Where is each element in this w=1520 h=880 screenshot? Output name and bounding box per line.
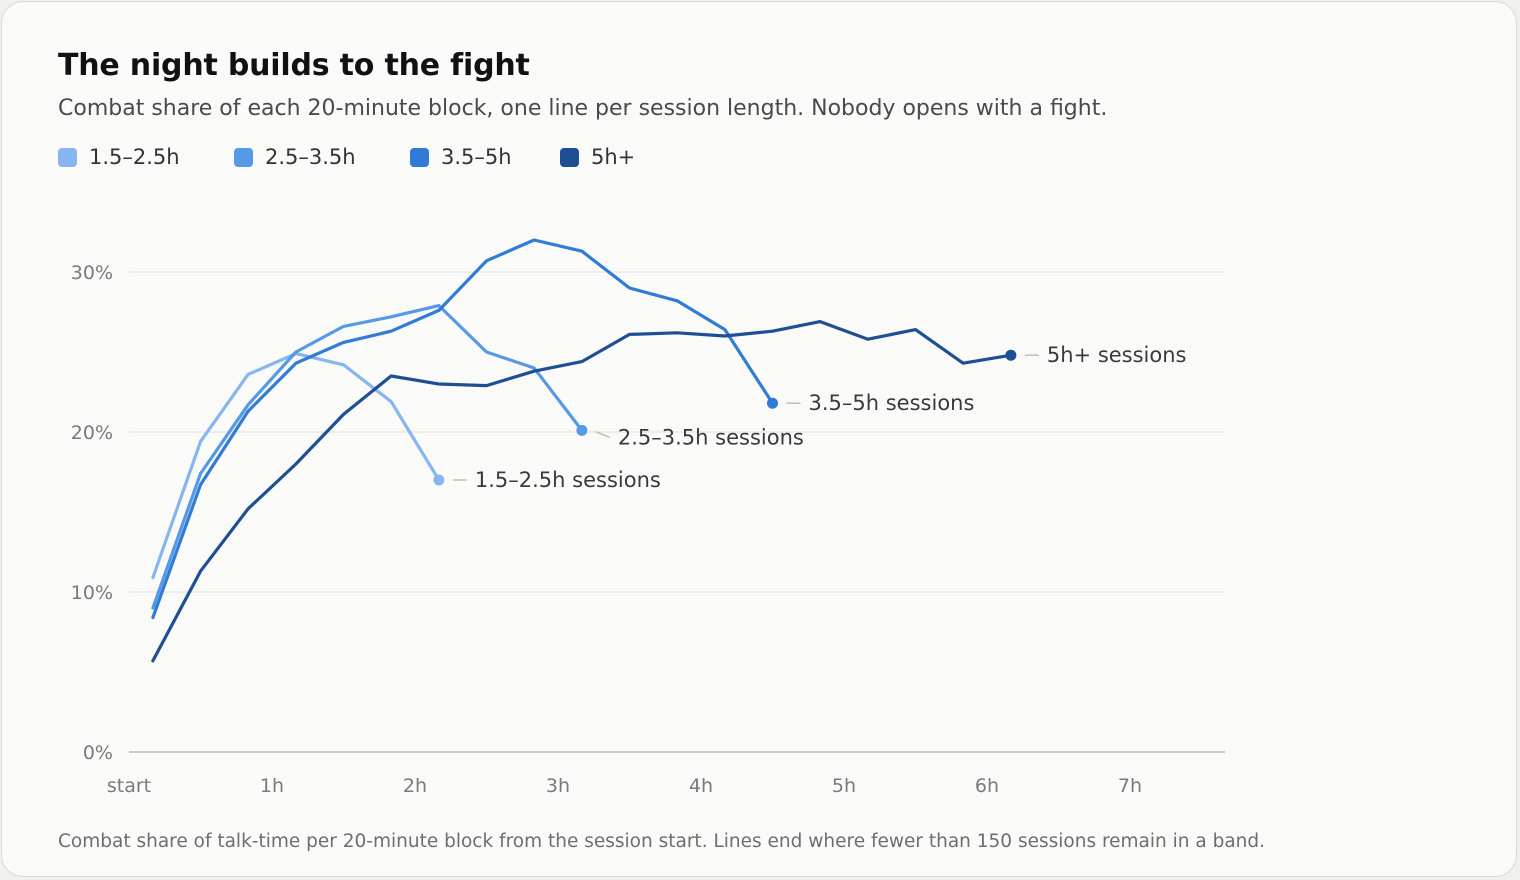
series-end-label: 1.5–2.5h sessions xyxy=(475,468,661,492)
x-tick-label: start xyxy=(107,775,151,797)
legend-swatch xyxy=(58,147,77,167)
legend-swatch xyxy=(560,147,579,167)
y-tick-label: 30% xyxy=(71,262,113,284)
x-tick-label: 2h xyxy=(403,775,427,797)
series-line xyxy=(151,304,584,610)
chart-footnote: Combat share of talk-time per 20-minute … xyxy=(58,831,1266,852)
y-tick-label: 0% xyxy=(83,742,113,764)
x-tick-label: 5h xyxy=(832,775,856,797)
series-end-point xyxy=(767,397,778,409)
legend-label: 2.5–3.5h xyxy=(265,145,356,169)
legend-item-2-5-3-5h: 2.5–3.5h xyxy=(234,145,410,169)
x-tick-label: 1h xyxy=(260,775,284,797)
x-tick-label: 6h xyxy=(975,775,999,797)
series-end-label: 3.5–5h sessions xyxy=(809,391,975,415)
x-tick-label: 4h xyxy=(689,775,713,797)
legend-swatch xyxy=(410,147,429,167)
legend-item-1-5-2-5h: 1.5–2.5h xyxy=(58,145,234,169)
series-end-point xyxy=(576,424,588,436)
series-end-point xyxy=(433,474,445,486)
legend-swatch xyxy=(234,147,253,167)
series-label-connector xyxy=(595,431,611,439)
legend-item-5h-plus: 5h+ xyxy=(560,145,635,169)
y-tick-label: 10% xyxy=(71,582,113,604)
x-tick-label: 3h xyxy=(546,775,570,797)
x-tick-label: 7h xyxy=(1118,775,1142,797)
legend-label: 5h+ xyxy=(591,145,636,169)
legend-label: 1.5–2.5h xyxy=(89,145,180,169)
legend-item-3-5-5h: 3.5–5h xyxy=(410,145,560,169)
y-tick-label: 20% xyxy=(71,422,113,444)
page-subtitle: Combat share of each 20-minute block, on… xyxy=(58,96,1108,121)
legend-label: 3.5–5h xyxy=(441,145,512,169)
series-end-label: 2.5–3.5h sessions xyxy=(618,425,804,449)
chart-legend: 1.5–2.5h 2.5–3.5h 3.5–5h 5h+ xyxy=(58,145,635,169)
series-line xyxy=(151,238,775,620)
series-end-point xyxy=(1005,349,1017,361)
page-title: The night builds to the fight xyxy=(58,48,530,83)
series-end-label: 5h+ sessions xyxy=(1047,343,1187,367)
series-line xyxy=(151,320,1013,663)
